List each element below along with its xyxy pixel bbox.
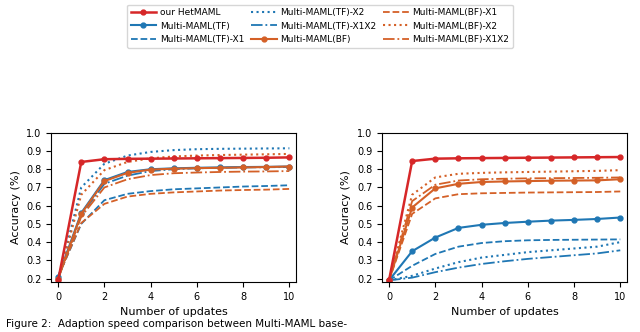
Y-axis label: Accuracy (%): Accuracy (%) (342, 171, 351, 244)
Legend: our HetMAML, Multi-MAML(TF), Multi-MAML(TF)-X1, Multi-MAML(TF)-X2, Multi-MAML(TF: our HetMAML, Multi-MAML(TF), Multi-MAML(… (127, 5, 513, 48)
Text: Figure 2:  Adaption speed comparison between Multi-MAML base-: Figure 2: Adaption speed comparison betw… (6, 319, 348, 329)
Y-axis label: Accuracy (%): Accuracy (%) (10, 171, 20, 244)
X-axis label: Number of updates: Number of updates (451, 307, 559, 317)
X-axis label: Number of updates: Number of updates (120, 307, 228, 317)
